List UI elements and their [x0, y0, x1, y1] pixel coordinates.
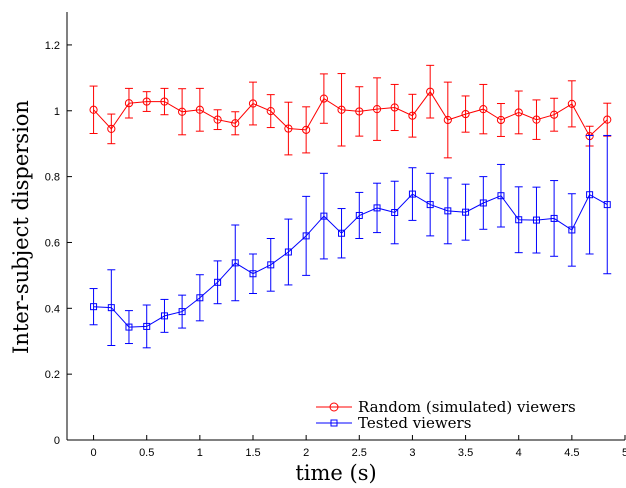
legend-label-tested: Tested viewers: [358, 414, 471, 432]
legend-marker-random: [329, 402, 339, 412]
data-point: [178, 107, 187, 116]
data-point: [337, 105, 346, 114]
data-point: [160, 312, 168, 320]
data-point: [302, 232, 310, 240]
data-point: [372, 105, 382, 114]
data-point: [178, 308, 186, 316]
data-point: [195, 105, 204, 114]
data-point: [89, 105, 98, 114]
y-tick-label: 0.6: [45, 237, 60, 249]
x-tick-label: 3.5: [458, 447, 473, 459]
data-point: [426, 201, 434, 209]
data-point: [567, 99, 576, 108]
data-point: [248, 99, 258, 108]
x-tick-label: 1.5: [245, 447, 260, 459]
axes-frame: [66, 12, 625, 441]
data-point: [391, 209, 399, 217]
x-tick-label: 0: [91, 447, 97, 459]
data-point: [479, 199, 487, 207]
data-point: [550, 214, 558, 222]
data-point: [214, 278, 222, 286]
data-point: [196, 294, 204, 302]
legend: Random (simulated) viewers Tested viewer…: [308, 394, 624, 432]
data-point: [124, 99, 134, 108]
data-point: [408, 190, 416, 198]
data-point: [267, 261, 275, 269]
legend-label-random: Random (simulated) viewers: [358, 398, 576, 416]
data-point: [497, 192, 505, 200]
data-point: [355, 211, 363, 219]
data-point: [603, 115, 612, 124]
data-point: [479, 105, 488, 114]
data-point: [338, 229, 346, 237]
data-point: [320, 212, 328, 220]
data-point: [266, 106, 275, 116]
data-point: [319, 94, 328, 103]
x-tick-label: 0.5: [139, 447, 154, 459]
data-point: [355, 107, 364, 116]
data-point: [532, 216, 540, 224]
data-point: [568, 226, 576, 234]
x-axis-title: time (s): [295, 461, 376, 485]
x-tick-label: 5: [622, 447, 626, 459]
data-point: [284, 248, 292, 256]
data-point: [603, 201, 611, 209]
data-point: [284, 124, 293, 133]
series-random: [89, 64, 612, 159]
data-point: [550, 110, 559, 119]
data-point: [515, 216, 523, 224]
data-point: [160, 97, 169, 106]
data-point: [107, 304, 115, 312]
data-point: [443, 115, 452, 125]
x-tick-label: 4: [516, 447, 522, 459]
y-tick-label: 0.2: [45, 369, 60, 381]
data-point: [514, 108, 523, 117]
data-point: [496, 115, 506, 125]
series-line: [93, 193, 608, 328]
data-point: [462, 208, 470, 216]
legend-box: [308, 394, 624, 432]
data-point: [249, 270, 257, 278]
x-tick-label: 3: [409, 447, 415, 459]
plot-area: [89, 64, 612, 349]
y-tick-label: 1.2: [45, 40, 60, 52]
y-tick-label: 0.4: [45, 303, 60, 315]
data-point: [213, 115, 222, 124]
x-tick-label: 4.5: [564, 447, 579, 459]
y-tick-label: 1: [54, 106, 60, 118]
series-tested: [89, 134, 612, 349]
data-point: [373, 204, 381, 212]
data-point: [125, 323, 133, 331]
data-point: [231, 259, 239, 267]
x-tick-label: 1: [197, 447, 203, 459]
legend-marker-tested: [330, 419, 338, 427]
data-point: [408, 111, 417, 120]
data-point: [90, 303, 98, 311]
x-tick-label: 2: [303, 447, 309, 459]
data-point: [586, 191, 594, 199]
data-point: [142, 97, 151, 106]
data-point: [302, 125, 311, 134]
data-point: [390, 103, 399, 112]
data-point: [231, 119, 240, 128]
data-point: [426, 87, 435, 96]
series-line: [93, 90, 608, 137]
y-tick-label: 0: [54, 435, 60, 447]
x-tick-label: 2.5: [352, 447, 367, 459]
data-point: [107, 124, 116, 133]
data-point: [532, 115, 541, 124]
data-point: [461, 109, 470, 119]
axis-ticks: 0 0.5 1 1.5 2 2.5 3 3.5 4 4.5 5 0 0.2 0.4 0.6 0.8 1 1.2: [45, 40, 626, 459]
y-axis-title: Inter-subject dispersion: [9, 100, 33, 354]
y-tick-label: 0.8: [45, 172, 60, 184]
data-point: [143, 322, 151, 330]
data-point: [444, 207, 452, 215]
